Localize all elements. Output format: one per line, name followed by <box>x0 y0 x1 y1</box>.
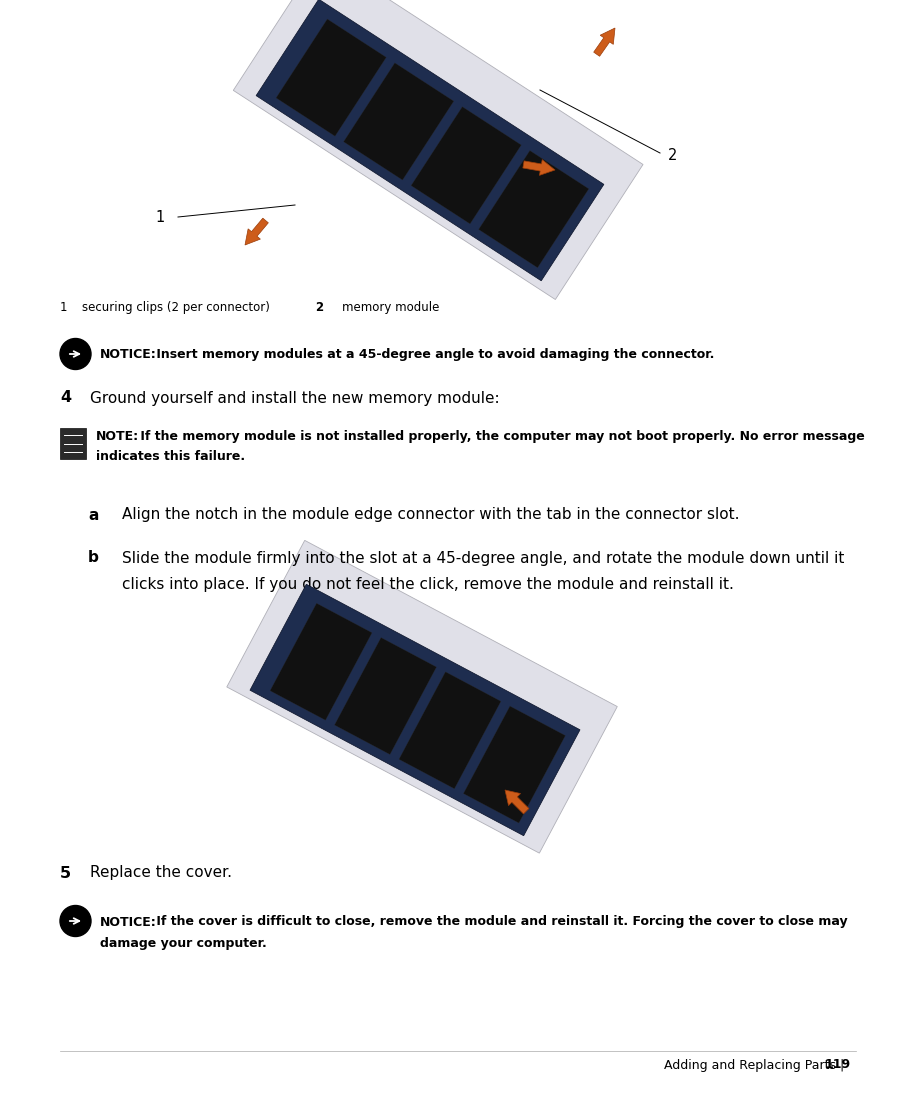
Text: NOTICE:: NOTICE: <box>100 916 157 928</box>
Text: indicates this failure.: indicates this failure. <box>96 450 246 463</box>
Polygon shape <box>270 603 372 720</box>
Text: memory module: memory module <box>342 302 439 315</box>
Polygon shape <box>343 63 454 180</box>
Text: clicks into place. If you do not feel the click, remove the module and reinstall: clicks into place. If you do not feel th… <box>122 577 734 592</box>
Text: |: | <box>840 1058 844 1071</box>
Polygon shape <box>523 160 555 175</box>
Polygon shape <box>234 0 643 299</box>
Text: 5: 5 <box>60 866 72 881</box>
Text: Align the notch in the module edge connector with the tab in the connector slot.: Align the notch in the module edge conne… <box>122 507 739 522</box>
Polygon shape <box>245 219 268 245</box>
Text: 2: 2 <box>315 302 323 315</box>
Polygon shape <box>256 0 604 281</box>
Polygon shape <box>226 540 617 854</box>
Text: Slide the module firmly into the slot at a 45-degree angle, and rotate the modul: Slide the module firmly into the slot at… <box>122 551 844 565</box>
Text: NOTICE:: NOTICE: <box>100 349 157 362</box>
Text: 4: 4 <box>60 390 72 406</box>
Text: 2: 2 <box>668 148 678 163</box>
Text: Ground yourself and install the new memory module:: Ground yourself and install the new memo… <box>90 390 499 406</box>
Polygon shape <box>478 151 589 268</box>
Circle shape <box>60 339 91 369</box>
Text: If the memory module is not installed properly, the computer may not boot proper: If the memory module is not installed pr… <box>136 430 864 443</box>
Polygon shape <box>276 19 386 137</box>
Text: a: a <box>88 507 99 522</box>
Polygon shape <box>464 706 565 823</box>
FancyBboxPatch shape <box>60 428 86 459</box>
Text: If the cover is difficult to close, remove the module and reinstall it. Forcing : If the cover is difficult to close, remo… <box>152 916 848 928</box>
Text: b: b <box>88 551 99 565</box>
Polygon shape <box>334 637 437 754</box>
Polygon shape <box>250 585 580 836</box>
Polygon shape <box>399 672 501 789</box>
Text: NOTE:: NOTE: <box>96 430 140 443</box>
Text: 119: 119 <box>824 1058 851 1071</box>
Text: 1: 1 <box>60 302 68 315</box>
Text: Adding and Replacing Parts: Adding and Replacing Parts <box>664 1058 836 1071</box>
Polygon shape <box>411 107 521 224</box>
Circle shape <box>60 905 91 937</box>
Polygon shape <box>505 790 529 814</box>
Polygon shape <box>593 28 615 56</box>
Text: securing clips (2 per connector): securing clips (2 per connector) <box>82 302 270 315</box>
Text: damage your computer.: damage your computer. <box>100 938 266 951</box>
Text: Replace the cover.: Replace the cover. <box>90 866 232 881</box>
Text: 1: 1 <box>155 211 164 225</box>
Text: Insert memory modules at a 45-degree angle to avoid damaging the connector.: Insert memory modules at a 45-degree ang… <box>152 349 714 362</box>
